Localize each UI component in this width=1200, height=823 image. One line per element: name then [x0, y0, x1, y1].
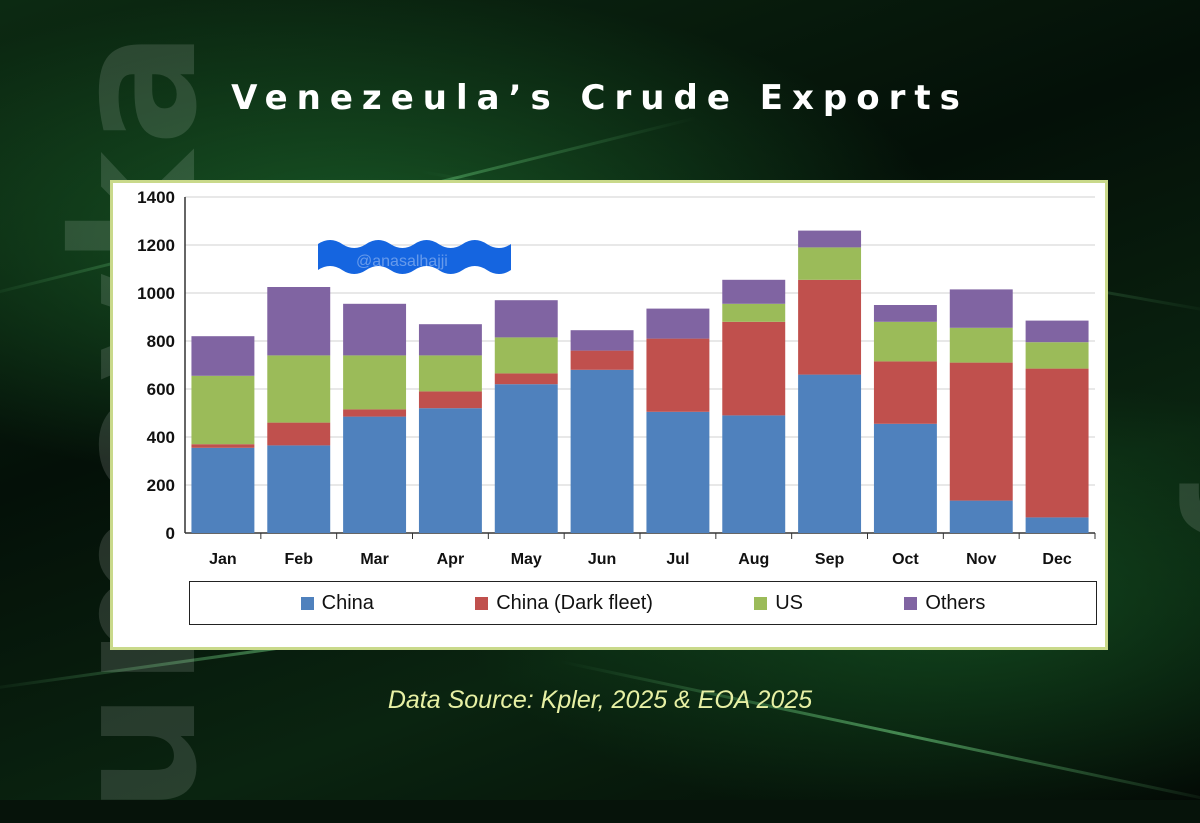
x-tick-label: May: [511, 551, 542, 568]
bar-segment: [873, 423, 937, 533]
bar-segment: [1025, 368, 1089, 518]
legend-item: US: [754, 592, 803, 615]
page-title: Venezeula’s Crude Exports: [231, 78, 969, 118]
y-tick-label: 1400: [137, 188, 175, 207]
bar-segment: [418, 391, 482, 409]
x-tick-label: Oct: [892, 551, 919, 568]
bar-segment: [267, 422, 331, 446]
legend-label: China (Dark fleet): [496, 591, 653, 614]
overlay-watermark-text: @anasalhajji: [356, 253, 448, 270]
bar-segment: [267, 445, 331, 533]
bar-segment: [191, 375, 255, 445]
x-tick-label: Mar: [360, 551, 388, 568]
bar-segment: [418, 324, 482, 356]
bar-segment: [267, 287, 331, 356]
legend-swatch: [300, 596, 314, 610]
chart-card: 0 200 400 600 800 1000 1200 1400 Jan Feb Mar Apr May…: [110, 180, 1108, 650]
bar-segment: [873, 361, 937, 424]
bar-segment: [646, 411, 710, 533]
bar-segment: [1025, 342, 1089, 369]
legend-swatch: [475, 596, 489, 610]
x-tick-label: Nov: [966, 551, 996, 568]
legend-item: China: [300, 591, 374, 615]
bar-segment: [191, 447, 255, 533]
bar-segment: [646, 308, 710, 339]
x-tick-label: Jul: [666, 551, 689, 568]
legend-swatch: [754, 596, 768, 610]
y-tick-label: 600: [147, 380, 175, 399]
bar-segment: [191, 444, 255, 448]
bar-segment: [418, 355, 482, 392]
bar-segment: [722, 321, 786, 416]
legend-item: Others: [904, 592, 985, 615]
bar-segment: [722, 279, 786, 304]
bar-segment: [1025, 517, 1089, 533]
bar-segment: [798, 374, 862, 533]
legend-label: US: [775, 591, 804, 614]
bar-segment: [1025, 320, 1089, 343]
bar-segment: [949, 500, 1013, 533]
legend-swatch: [904, 596, 918, 610]
wave-watermark: [318, 240, 511, 274]
x-tick-label: Apr: [437, 551, 465, 568]
bar-segment: [343, 303, 407, 356]
x-tick-label: Dec: [1042, 551, 1071, 568]
legend-label: Others: [925, 591, 986, 614]
x-tick-label: Jan: [209, 551, 237, 568]
y-tick-label: 200: [147, 476, 175, 495]
bar-segment: [494, 337, 558, 374]
bar-segment: [343, 355, 407, 410]
y-tick-label: 400: [147, 428, 175, 447]
bar-segment: [267, 355, 331, 423]
legend-item: China (Dark fleet): [475, 592, 653, 615]
data-source-caption: Data Source: Kpler, 2025 & EOA 2025: [387, 686, 813, 714]
bar-segment: [570, 369, 634, 533]
bar-segment: [949, 327, 1013, 363]
bar-segment: [343, 409, 407, 417]
stacked-bar-chart: 0 200 400 600 800 1000 1200 1400 Jan Feb Mar Apr May…: [137, 188, 1096, 568]
bar-segment: [873, 305, 937, 322]
bar-segment: [570, 330, 634, 351]
y-tick-label: 800: [147, 332, 175, 351]
chart-legend: China China (Dark fleet) US Others: [189, 581, 1097, 625]
bar-segment: [494, 300, 558, 338]
legend-label: China: [321, 591, 374, 614]
bar-segment: [722, 415, 786, 533]
bar-segment: [873, 321, 937, 362]
bar-segment: [646, 338, 710, 412]
y-tick-label: 0: [166, 524, 175, 543]
x-tick-label: Sep: [815, 551, 845, 568]
bar-segment: [570, 350, 634, 370]
bar-segment: [191, 336, 255, 376]
y-tick-label: 1200: [137, 236, 175, 255]
bar-segment: [798, 279, 862, 375]
bar-segment: [798, 247, 862, 280]
x-tick-label: Jun: [588, 551, 616, 568]
bar-segment: [798, 230, 862, 248]
bar-segment: [494, 373, 558, 385]
bar-segment: [722, 303, 786, 322]
x-tick-label: Feb: [285, 551, 314, 568]
bar-segment: [418, 408, 482, 533]
bar-segment: [949, 289, 1013, 328]
y-tick-label: 1000: [137, 284, 175, 303]
x-tick-label: Aug: [738, 551, 769, 568]
bar-segment: [343, 416, 407, 533]
bar-segment: [494, 384, 558, 533]
bar-segment: [949, 362, 1013, 501]
